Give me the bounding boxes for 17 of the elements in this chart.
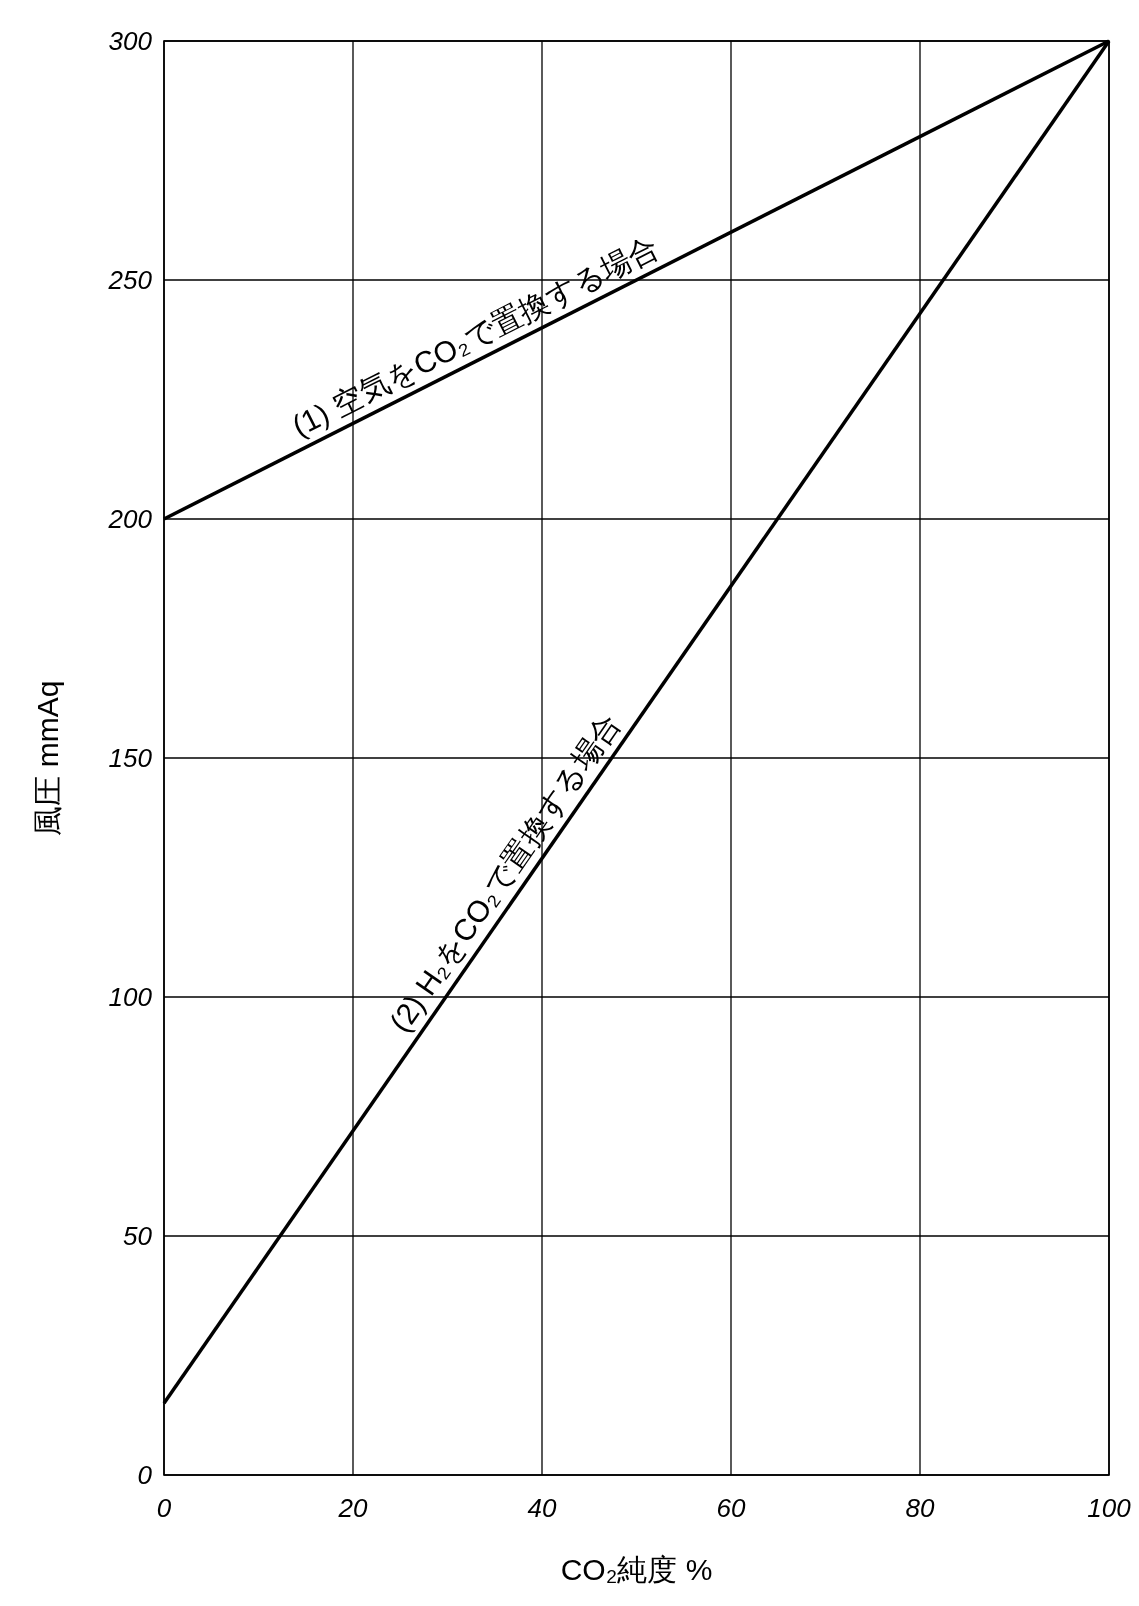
text: (2) H₂をCO₂で置換する場合 (383, 707, 627, 1038)
y-tick-label: 200 (107, 504, 153, 534)
y-axis-title: 風圧 mmAq (31, 680, 64, 836)
y-tick-label: 150 (108, 743, 153, 773)
y-tick-label: 0 (137, 1460, 153, 1490)
x-tick-label: 80 (905, 1493, 935, 1523)
x-tick-label: 60 (716, 1493, 746, 1523)
y-tick-label: 100 (108, 982, 153, 1012)
x-tick-label: 40 (527, 1493, 557, 1523)
y-tick-label: 300 (108, 26, 153, 56)
x-tick-label: 100 (1087, 1493, 1132, 1523)
text: (1) 空気をCO₂で置換する場合 (286, 230, 664, 443)
y-tick-label: 50 (123, 1221, 153, 1251)
x-axis-title: CO₂純度 % (560, 1553, 713, 1586)
x-tick-label: 0 (156, 1493, 172, 1523)
x-tick-label: 20 (337, 1493, 368, 1523)
y-tick-label: 250 (107, 265, 153, 295)
